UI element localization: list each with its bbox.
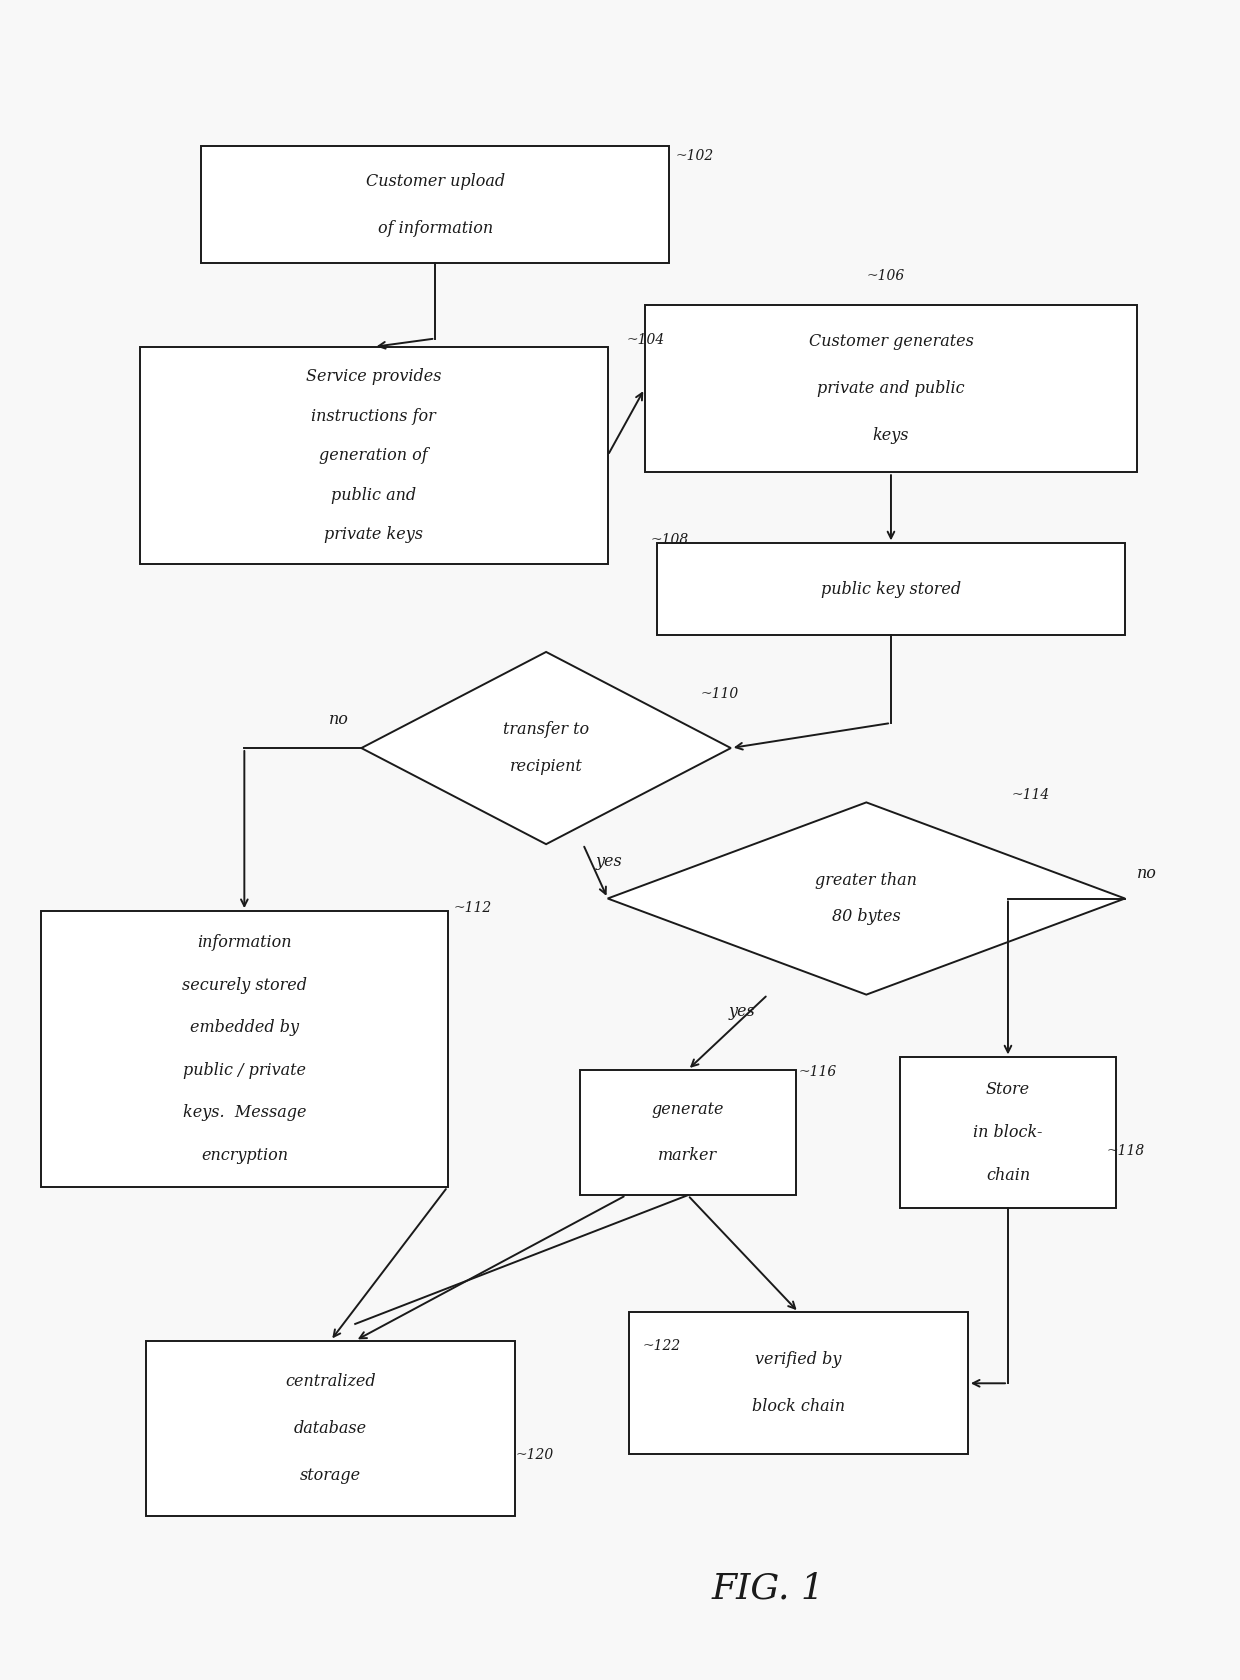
Text: in block-: in block- <box>973 1124 1043 1141</box>
Text: public / private: public / private <box>182 1062 306 1079</box>
Text: keys.  Message: keys. Message <box>182 1104 306 1121</box>
Text: FIG. 1: FIG. 1 <box>712 1572 825 1606</box>
Text: 80 bytes: 80 bytes <box>832 909 900 926</box>
Text: storage: storage <box>300 1467 361 1483</box>
Bar <box>140 346 608 564</box>
Text: keys: keys <box>873 427 909 444</box>
Text: securely stored: securely stored <box>182 976 306 995</box>
Text: marker: marker <box>658 1147 717 1164</box>
Bar <box>900 1057 1116 1208</box>
Text: private keys: private keys <box>324 526 423 543</box>
Bar <box>146 1341 516 1515</box>
Text: no: no <box>329 711 348 727</box>
Polygon shape <box>361 652 730 843</box>
Text: ~108: ~108 <box>651 534 689 548</box>
Text: Store: Store <box>986 1080 1030 1099</box>
Text: ~120: ~120 <box>516 1448 553 1462</box>
Text: yes: yes <box>729 1003 755 1020</box>
Text: public and: public and <box>331 487 417 504</box>
Text: private and public: private and public <box>817 380 965 396</box>
Text: block chain: block chain <box>753 1398 846 1415</box>
Polygon shape <box>608 803 1125 995</box>
Bar <box>629 1312 968 1455</box>
Text: ~102: ~102 <box>676 150 714 163</box>
Text: instructions for: instructions for <box>311 408 436 425</box>
Bar <box>201 146 670 264</box>
Text: information: information <box>197 934 291 951</box>
Text: Service provides: Service provides <box>306 368 441 385</box>
Text: ~122: ~122 <box>642 1339 681 1352</box>
Text: Customer upload: Customer upload <box>366 173 505 190</box>
Text: ~104: ~104 <box>626 333 665 346</box>
Bar <box>41 911 448 1186</box>
Text: public key stored: public key stored <box>821 581 961 598</box>
Text: generate: generate <box>651 1100 724 1117</box>
Text: recipient: recipient <box>510 758 583 774</box>
Text: ~106: ~106 <box>867 269 905 284</box>
Bar <box>657 543 1125 635</box>
Text: ~110: ~110 <box>701 687 738 701</box>
Bar <box>580 1070 796 1194</box>
Text: yes: yes <box>595 852 622 870</box>
Bar <box>645 306 1137 472</box>
Text: verified by: verified by <box>755 1351 842 1369</box>
Text: chain: chain <box>986 1168 1030 1184</box>
Text: no: no <box>1137 865 1157 882</box>
Text: Customer generates: Customer generates <box>808 333 973 351</box>
Text: generation of: generation of <box>320 447 428 464</box>
Text: ~114: ~114 <box>1012 788 1050 801</box>
Text: transfer to: transfer to <box>503 721 589 738</box>
Text: ~116: ~116 <box>799 1065 837 1079</box>
Text: ~112: ~112 <box>454 900 492 916</box>
Text: embedded by: embedded by <box>190 1020 299 1037</box>
Text: centralized: centralized <box>285 1373 376 1389</box>
Text: ~118: ~118 <box>1106 1144 1145 1158</box>
Text: encryption: encryption <box>201 1146 288 1164</box>
Text: greater than: greater than <box>816 872 918 889</box>
Text: database: database <box>294 1420 367 1436</box>
Text: of information: of information <box>378 220 492 237</box>
